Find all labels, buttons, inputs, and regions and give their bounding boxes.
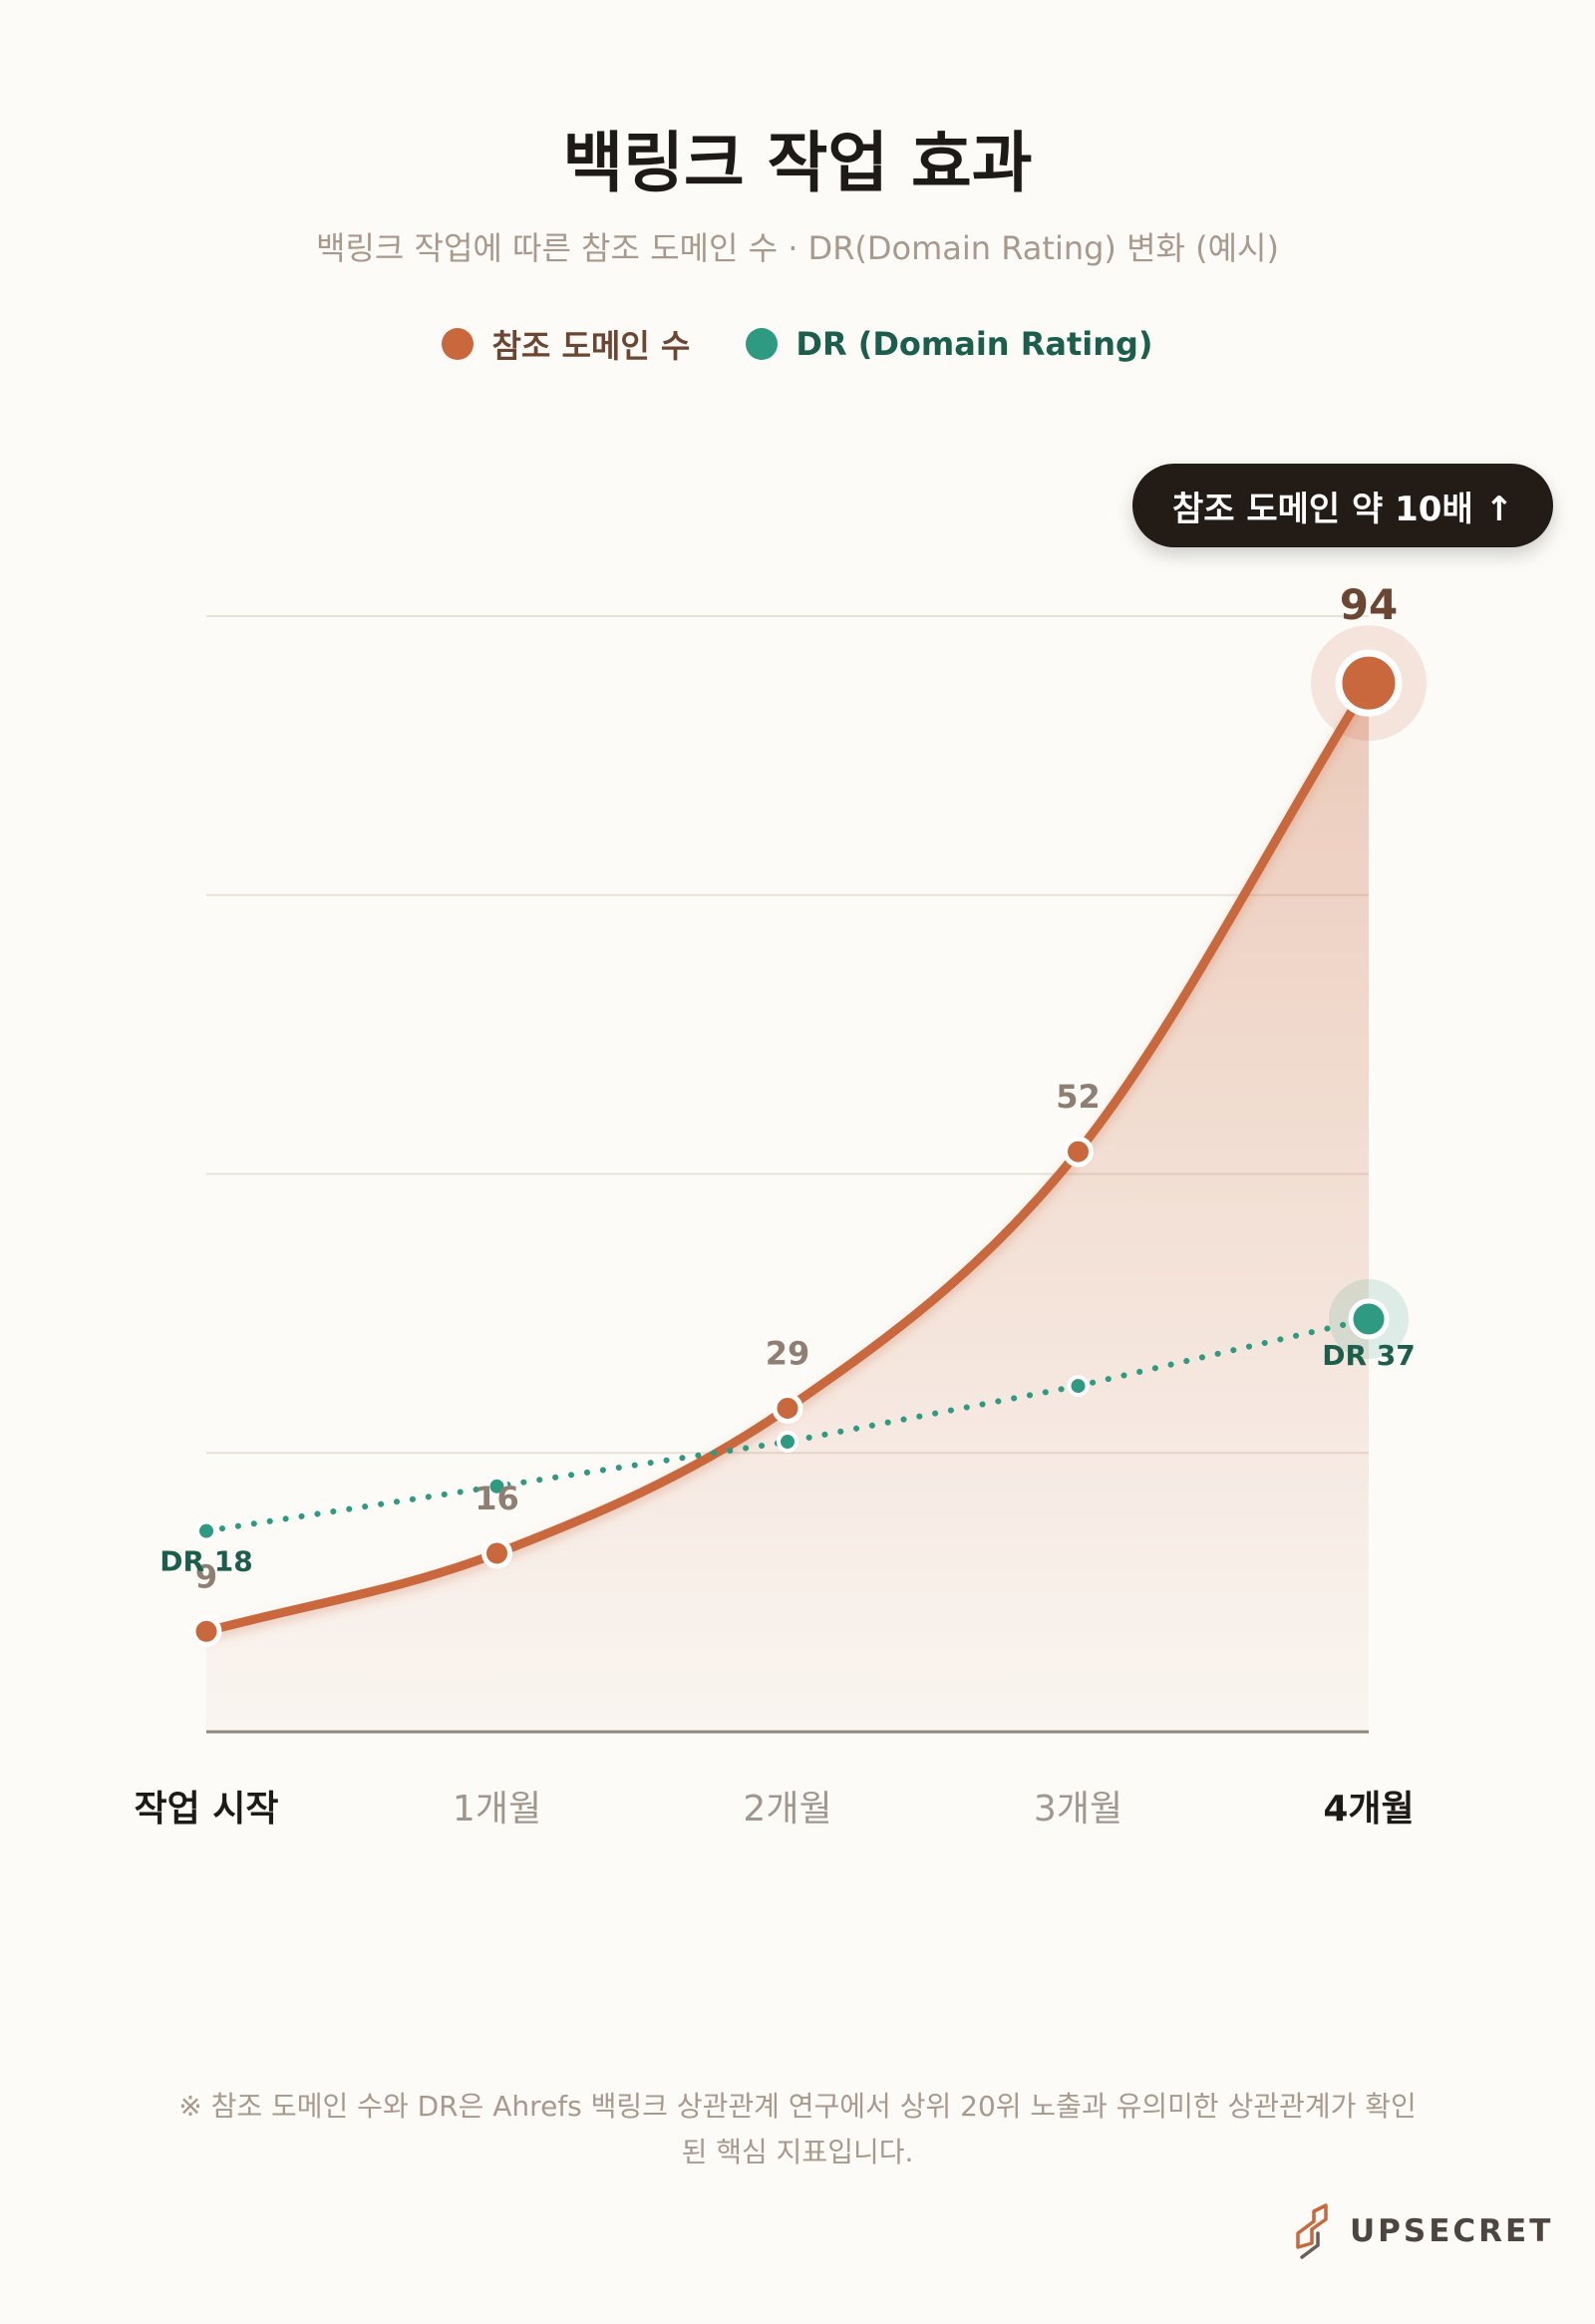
x-tick-label: 2개월: [743, 1789, 831, 1829]
domains-point: [481, 1537, 512, 1569]
domains-area: [206, 683, 1369, 1732]
domains-value-label: 52: [1056, 1078, 1101, 1116]
brand: UPSECRET: [1292, 2203, 1553, 2259]
legend-label-domains: 참조 도메인 수: [491, 327, 691, 365]
x-tick-label: 1개월: [453, 1789, 541, 1829]
upsecret-logo-icon: [1296, 2203, 1328, 2259]
domains-point: [772, 1392, 803, 1424]
chart-title: 백링크 작업 효과: [562, 125, 1033, 201]
footnote-line-1: ※ 참조 도메인 수와 DR은 Ahrefs 백링크 상관관계 연구에서 상위 …: [178, 2090, 1417, 2123]
legend-item-domains: 참조 도메인 수: [442, 321, 690, 367]
domains-value-label: 9: [195, 1557, 217, 1595]
chart-subtitle: 백링크 작업에 따른 참조 도메인 수 · DR(Domain Rating) …: [316, 229, 1279, 267]
legend: 참조 도메인 수 DR (Domain Rating): [0, 321, 1595, 367]
dr-point: [777, 1431, 798, 1454]
dr-value-label: DR 18: [160, 1545, 253, 1578]
x-tick-label: 4개월: [1323, 1789, 1414, 1829]
brand-name: UPSECRET: [1350, 2213, 1554, 2249]
footnote: ※ 참조 도메인 수와 DR은 Ahrefs 백링크 상관관계 연구에서 상위 …: [120, 2084, 1475, 2175]
legend-swatch-dr: [746, 328, 779, 360]
domains-value-label: 29: [766, 1334, 810, 1372]
legend-swatch-domains: [442, 328, 475, 360]
domains-point: [190, 1615, 222, 1647]
legend-label-dr: DR (Domain Rating): [796, 325, 1153, 363]
domains-value-label: 94: [1340, 580, 1398, 629]
dr-point: [485, 1475, 508, 1497]
legend-item-dr: DR (Domain Rating): [746, 321, 1153, 367]
callout-badge: 참조 도메인 약 10배 ↑: [1132, 464, 1553, 547]
dr-point: [195, 1519, 217, 1542]
line-chart: 9 16 29 52 94 DR 18 DR 37 작업 시작 1개월 2개월 3개월 4개월: [134, 580, 1427, 1829]
domains-value-label: 16: [475, 1480, 519, 1517]
dr-point: [1067, 1375, 1090, 1398]
footnote-line-2: 된 핵심 지표입니다.: [681, 2136, 914, 2168]
domains-point: [1063, 1136, 1094, 1167]
x-tick-label: 작업 시작: [134, 1789, 278, 1829]
domains-line: [201, 678, 1374, 1636]
x-tick-label: 3개월: [1034, 1789, 1122, 1829]
dr-value-label: DR 37: [1322, 1339, 1416, 1372]
domains-point: [1335, 649, 1403, 717]
dr-point: [1348, 1298, 1390, 1340]
